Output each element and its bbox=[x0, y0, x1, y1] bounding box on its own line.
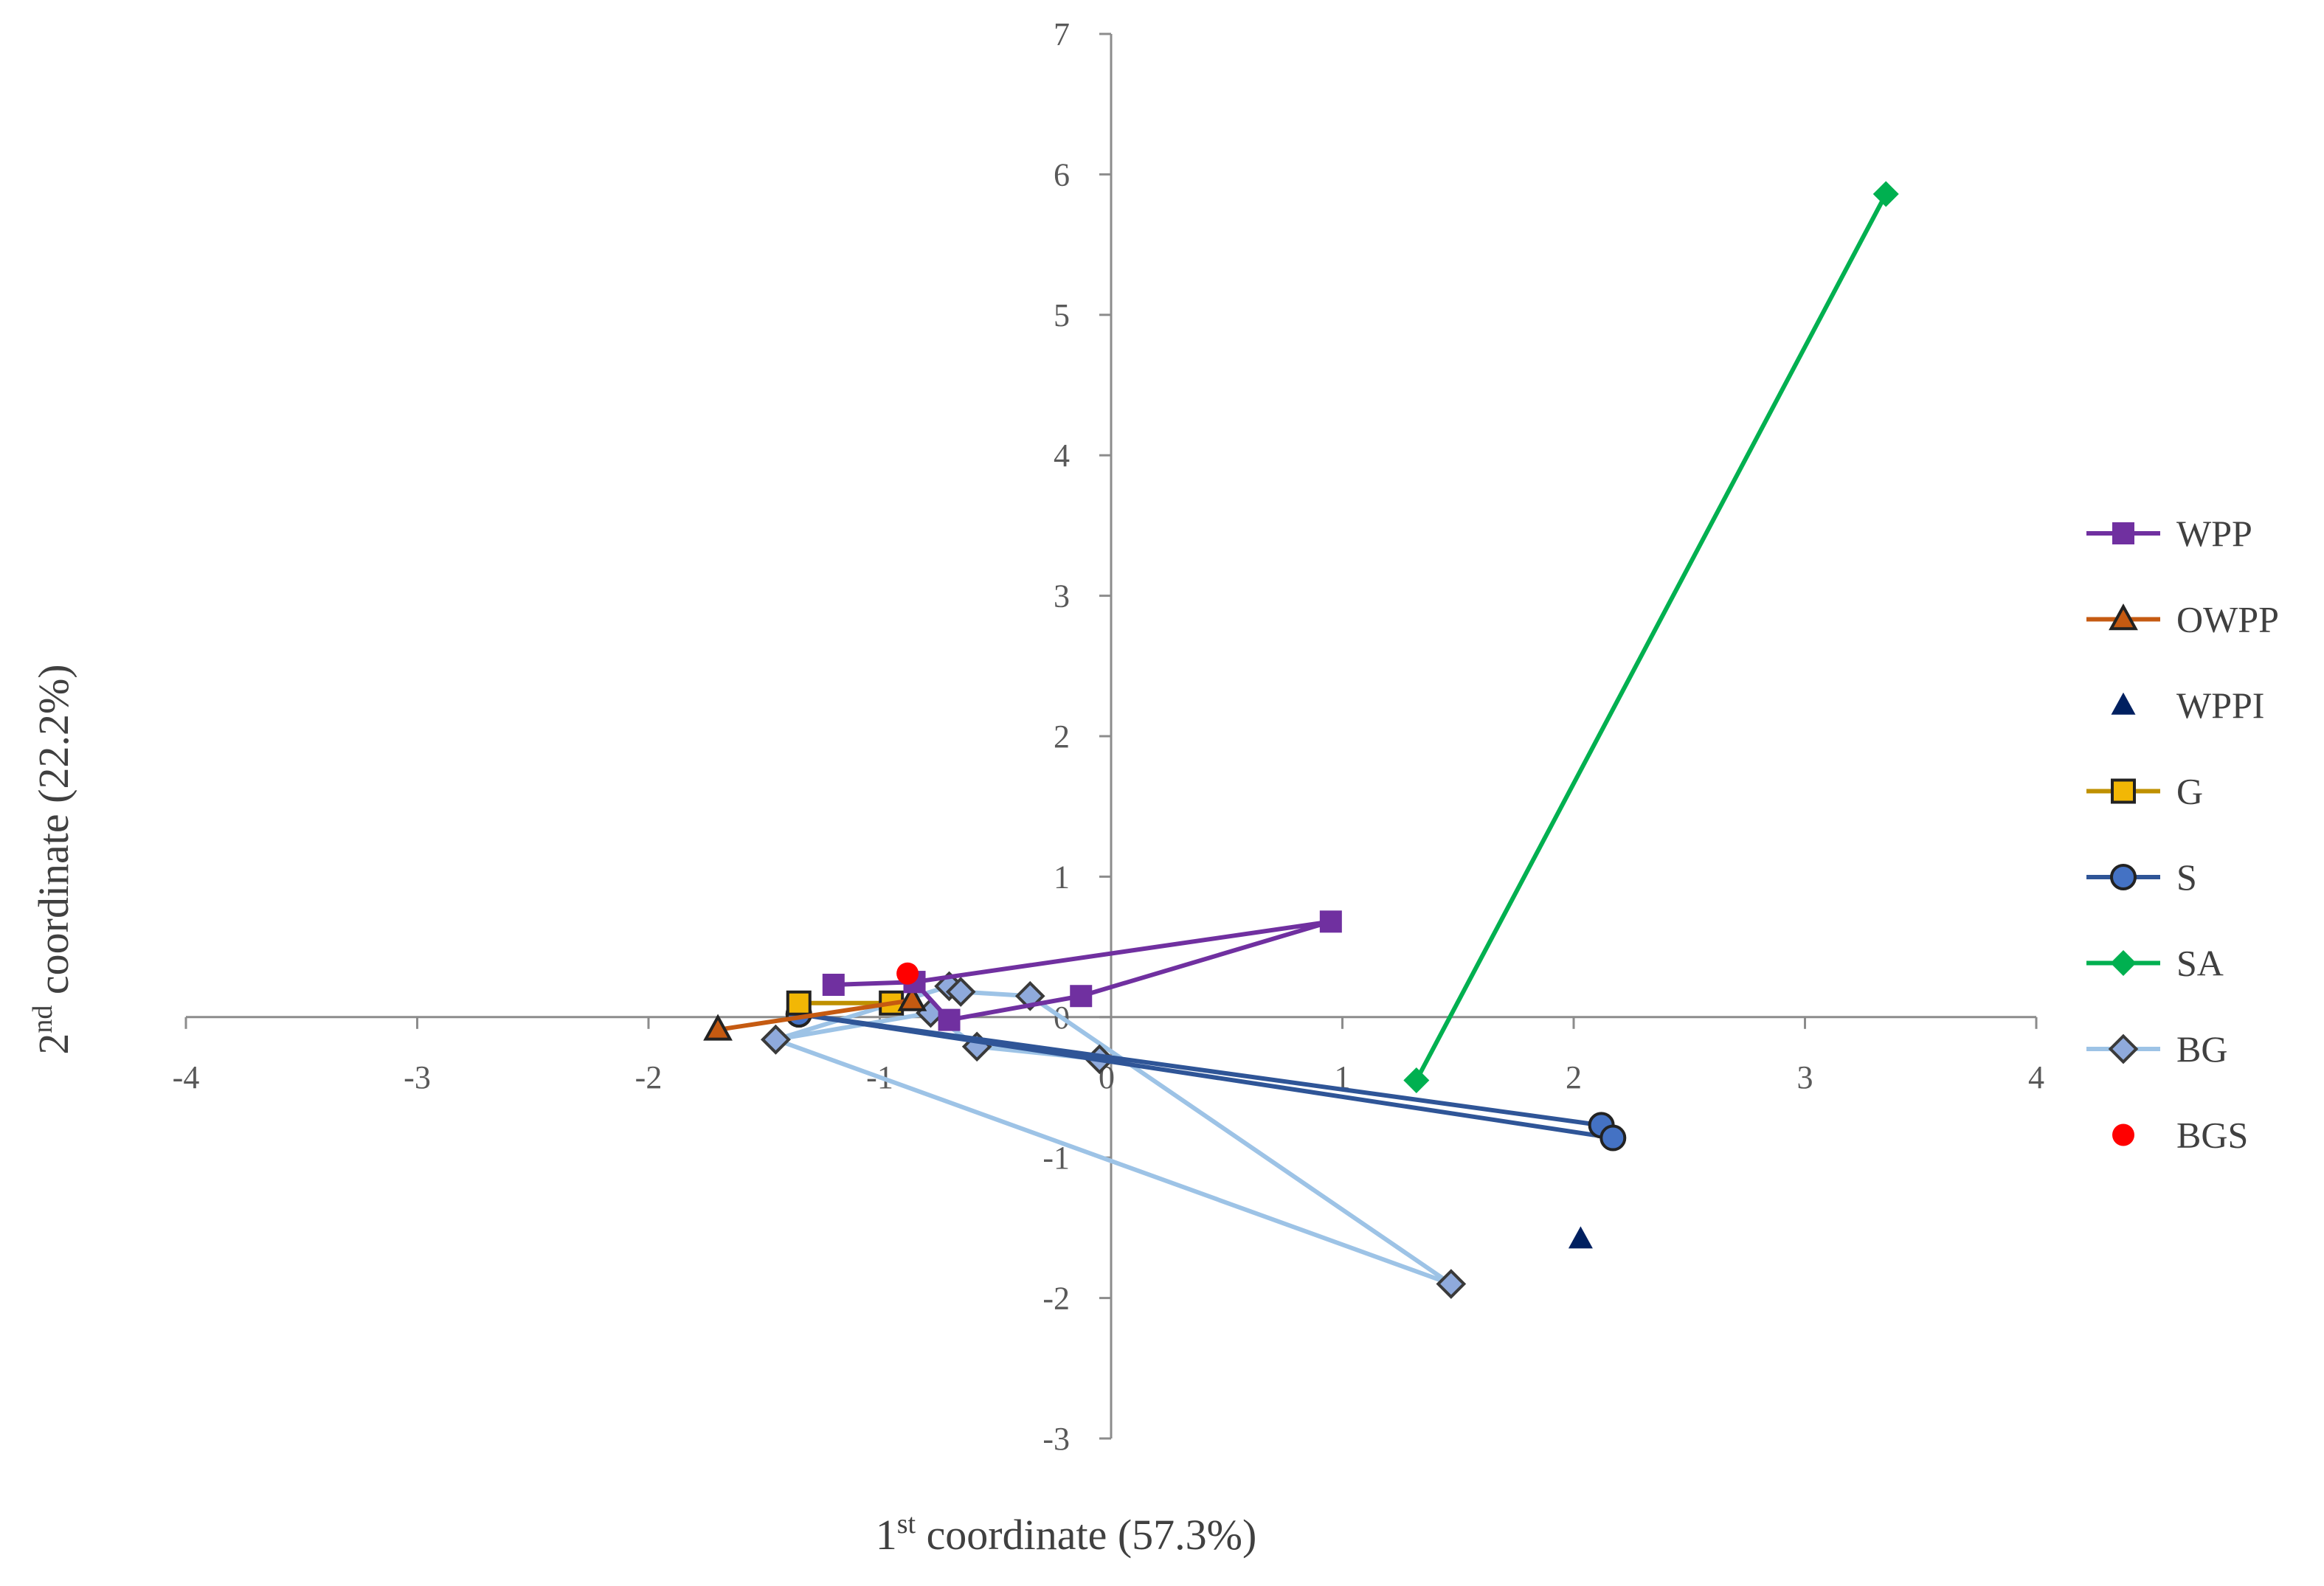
legend-label-wpp: WPP bbox=[2176, 513, 2252, 554]
legend-label-g: G bbox=[2176, 771, 2203, 812]
y-tick-label: 3 bbox=[1054, 578, 1070, 614]
y-tick-label: 2 bbox=[1054, 718, 1070, 755]
point-wpp bbox=[938, 1008, 961, 1031]
series-s bbox=[785, 1000, 1627, 1152]
series-line-bg bbox=[773, 983, 1453, 1287]
y-tick-label: 4 bbox=[1054, 437, 1070, 474]
x-tick-label: 2 bbox=[1566, 1059, 1582, 1095]
legend-label-sa: SA bbox=[2176, 943, 2224, 984]
point-g bbox=[786, 990, 812, 1016]
x-tick-label: 1 bbox=[1335, 1059, 1351, 1095]
legend-label-owpp: OWPP bbox=[2176, 599, 2279, 640]
legend-marker-owpp bbox=[2109, 603, 2138, 631]
legend-item-bg: BG bbox=[2086, 1028, 2227, 1070]
y-tick-label: 1 bbox=[1054, 859, 1070, 895]
legend-label-bgs: BGS bbox=[2176, 1115, 2248, 1156]
plot-area bbox=[703, 181, 1899, 1299]
x-tick-label: 4 bbox=[2028, 1059, 2044, 1095]
x-tick-label: 3 bbox=[1797, 1059, 1813, 1095]
x-tick-label: -2 bbox=[635, 1059, 663, 1095]
legend-item-wppi: WPPI bbox=[2111, 685, 2264, 726]
x-axis-title: 1st coordinate (57.3%) bbox=[876, 1509, 1257, 1559]
series-wppi bbox=[1568, 1226, 1593, 1249]
legend-marker-wppi bbox=[2111, 692, 2136, 715]
legend-marker-g bbox=[2111, 778, 2136, 804]
point-wpp bbox=[1319, 910, 1342, 933]
point-sa bbox=[1403, 1067, 1430, 1093]
x-tick-label: -3 bbox=[404, 1059, 431, 1095]
point-wpp bbox=[822, 974, 845, 997]
point-bg bbox=[1436, 1269, 1467, 1299]
point-sa bbox=[1872, 181, 1899, 207]
legend-item-owpp: OWPP bbox=[2086, 599, 2279, 640]
series-line-sa bbox=[1414, 193, 1888, 1081]
legend-marker-wpp bbox=[2112, 522, 2134, 544]
y-tick-label: -3 bbox=[1042, 1421, 1070, 1457]
point-s bbox=[1600, 1124, 1627, 1152]
legend-marker-s bbox=[2110, 864, 2137, 890]
series-owpp bbox=[703, 984, 927, 1041]
legend-marker-bg bbox=[2108, 1033, 2139, 1064]
y-tick-label: -2 bbox=[1042, 1281, 1070, 1317]
legend-label-bg: BG bbox=[2176, 1028, 2227, 1070]
legend-label-s: S bbox=[2176, 856, 2197, 898]
point-bgs bbox=[896, 962, 919, 985]
legend-label-wppi: WPPI bbox=[2176, 685, 2264, 726]
legend-item-sa: SA bbox=[2086, 943, 2224, 984]
y-tick-label: 7 bbox=[1054, 16, 1070, 52]
legend-item-bgs: BGS bbox=[2112, 1115, 2248, 1156]
point-bg bbox=[761, 1024, 791, 1055]
series-bgs bbox=[896, 962, 919, 985]
legend-item-wpp: WPP bbox=[2086, 513, 2252, 554]
y-tick-label: 6 bbox=[1054, 156, 1070, 193]
point-bg bbox=[945, 977, 976, 1007]
legend: WPP OWPP WPPI G S SA BG BGS bbox=[2086, 513, 2279, 1156]
series-sa bbox=[1403, 181, 1899, 1093]
legend-marker-bgs bbox=[2112, 1123, 2134, 1146]
y-tick-label: 5 bbox=[1054, 297, 1070, 333]
series-line-owpp bbox=[717, 997, 913, 1032]
point-wppi bbox=[1568, 1226, 1593, 1249]
point-wpp bbox=[1070, 985, 1093, 1008]
legend-marker-sa bbox=[2110, 950, 2137, 976]
y-axis-title: 2nd coordinate (22.2%) bbox=[27, 664, 77, 1054]
x-tick-label: -4 bbox=[173, 1059, 200, 1095]
point-owpp bbox=[703, 1014, 733, 1041]
series-line-s bbox=[796, 1011, 1614, 1140]
point-owpp bbox=[897, 984, 927, 1011]
legend-item-g: G bbox=[2086, 771, 2203, 812]
legend-item-s: S bbox=[2086, 856, 2197, 898]
